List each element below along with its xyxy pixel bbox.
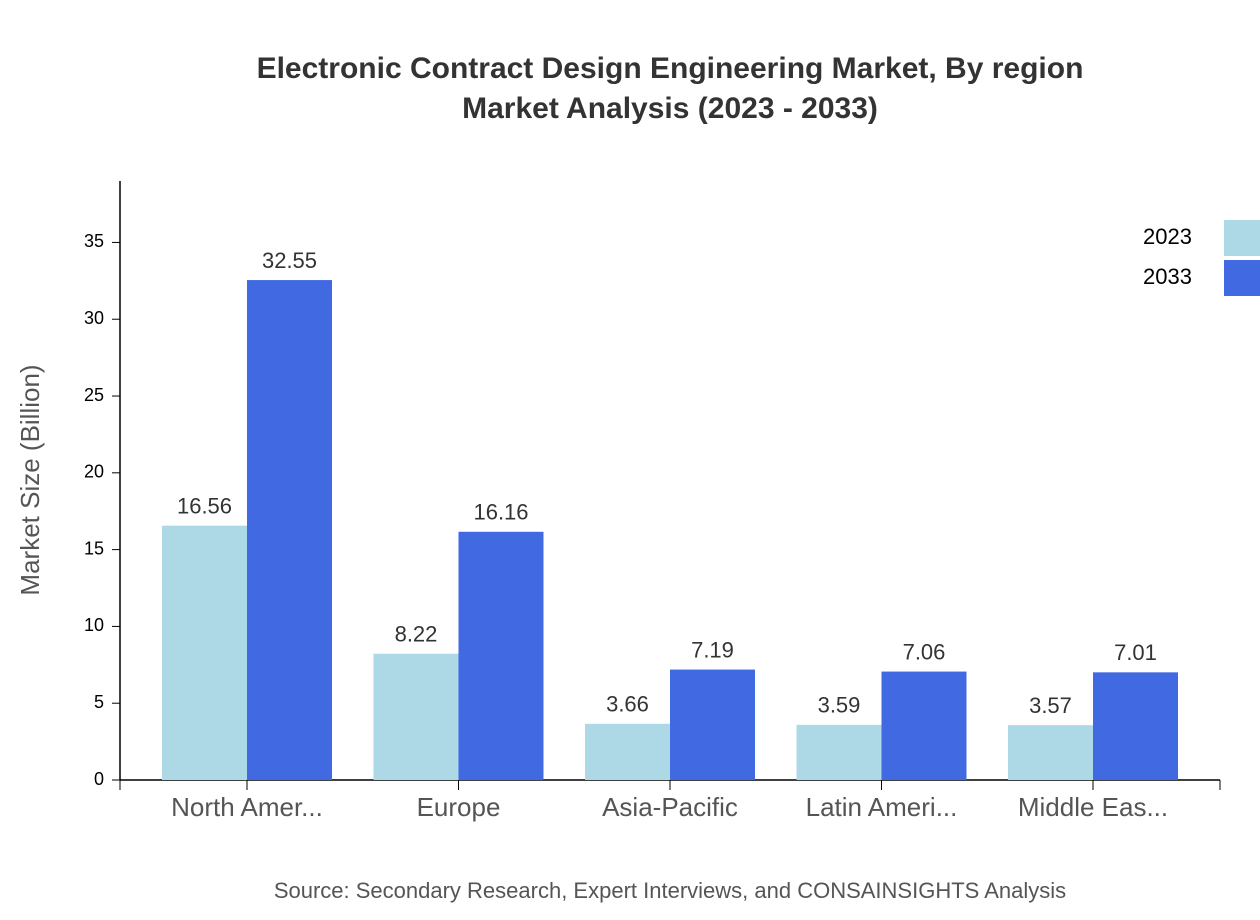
- data-label: 3.66: [606, 692, 649, 717]
- y-tick-label: 35: [84, 231, 104, 251]
- x-tick-label: Asia-Pacific: [602, 792, 738, 822]
- bar: [1093, 672, 1178, 780]
- data-label: 32.55: [262, 248, 317, 273]
- data-label: 7.19: [691, 637, 734, 662]
- y-tick-label: 10: [84, 615, 104, 635]
- y-tick-label: 20: [84, 462, 104, 482]
- x-tick-label: Latin Ameri...: [806, 792, 958, 822]
- y-tick-label: 30: [84, 308, 104, 328]
- data-label: 16.56: [177, 493, 232, 518]
- x-tick-label: Middle Eas...: [1018, 792, 1168, 822]
- y-tick-label: 25: [84, 385, 104, 405]
- data-label: 7.01: [1114, 640, 1157, 665]
- legend-label: 2033: [1143, 264, 1192, 289]
- bar: [796, 724, 882, 780]
- bar: [585, 723, 670, 780]
- source-note: Source: Secondary Research, Expert Inter…: [274, 878, 1066, 903]
- bar: [247, 280, 332, 780]
- bar: [458, 531, 544, 780]
- y-axis-label: Market Size (Billion): [15, 364, 45, 595]
- legend-swatch: [1224, 260, 1260, 296]
- bar: [881, 671, 967, 780]
- data-label: 3.59: [818, 693, 861, 718]
- bar: [162, 525, 247, 780]
- y-tick-label: 15: [84, 538, 104, 558]
- chart-title: Electronic Contract Design Engineering M…: [257, 52, 1084, 85]
- y-tick-label: 0: [94, 769, 104, 789]
- legend-label: 2023: [1143, 224, 1192, 249]
- chart-subtitle: Market Analysis (2023 - 2033): [462, 92, 878, 125]
- x-tick-label: Europe: [417, 792, 501, 822]
- bar: [373, 653, 459, 780]
- x-tick-label: North Amer...: [171, 792, 323, 822]
- legend-swatch: [1224, 220, 1260, 256]
- data-label: 3.57: [1029, 693, 1072, 718]
- data-label: 16.16: [473, 500, 528, 525]
- bar: [1008, 725, 1093, 780]
- data-label: 7.06: [903, 639, 946, 664]
- data-label: 8.22: [395, 622, 438, 647]
- bar: [670, 669, 755, 780]
- y-tick-label: 5: [94, 692, 104, 712]
